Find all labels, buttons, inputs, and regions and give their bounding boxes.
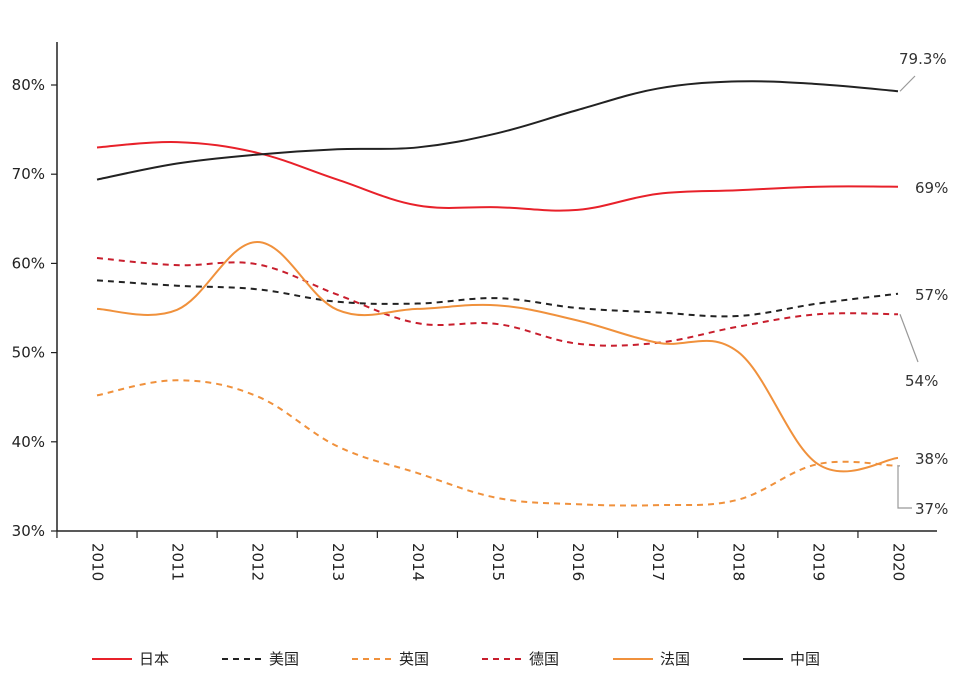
leader-line bbox=[899, 314, 919, 363]
x-tick-label: 2014 bbox=[409, 543, 427, 581]
y-tick-label: 60% bbox=[12, 254, 45, 272]
legend-label-usa: 美国 bbox=[269, 650, 299, 668]
leader-line bbox=[897, 465, 912, 509]
x-tick-label: 2011 bbox=[169, 543, 187, 581]
series-line-france bbox=[96, 240, 899, 473]
legend-label-germany: 德国 bbox=[529, 650, 559, 668]
x-tick-label: 2010 bbox=[89, 543, 107, 581]
y-tick-label: 30% bbox=[12, 522, 45, 540]
x-tick-label: 2017 bbox=[649, 543, 667, 581]
x-tick-label: 2015 bbox=[489, 543, 507, 581]
x-tick-label: 2013 bbox=[329, 543, 347, 581]
x-tick-label: 2016 bbox=[569, 543, 587, 581]
series-line-japan bbox=[96, 140, 899, 212]
series-line-china bbox=[96, 80, 899, 181]
y-tick-label: 80% bbox=[12, 76, 45, 94]
x-tick-label: 2012 bbox=[249, 543, 267, 581]
end-label-usa: 57% bbox=[915, 286, 948, 304]
series-line-germany bbox=[96, 257, 899, 347]
y-tick-label: 40% bbox=[12, 433, 45, 451]
x-tick-label: 2020 bbox=[890, 543, 908, 581]
y-tick-label: 50% bbox=[12, 344, 45, 362]
legend-label-france: 法国 bbox=[660, 650, 690, 668]
legend-label-japan: 日本 bbox=[139, 650, 169, 668]
end-label-china: 79.3% bbox=[899, 50, 947, 68]
end-label-uk: 37% bbox=[915, 500, 948, 518]
series-line-uk bbox=[96, 379, 899, 507]
legend-label-uk: 英国 bbox=[399, 650, 429, 668]
x-tick-label: 2018 bbox=[729, 543, 747, 581]
end-label-france: 38% bbox=[915, 450, 948, 468]
legend-label-china: 中国 bbox=[790, 650, 820, 668]
x-tick-label: 2019 bbox=[809, 543, 827, 581]
y-tick-label: 70% bbox=[12, 165, 45, 183]
series-line-usa bbox=[96, 279, 899, 318]
leader-line bbox=[899, 75, 916, 92]
end-label-germany: 54% bbox=[905, 372, 938, 390]
end-label-japan: 69% bbox=[915, 179, 948, 197]
